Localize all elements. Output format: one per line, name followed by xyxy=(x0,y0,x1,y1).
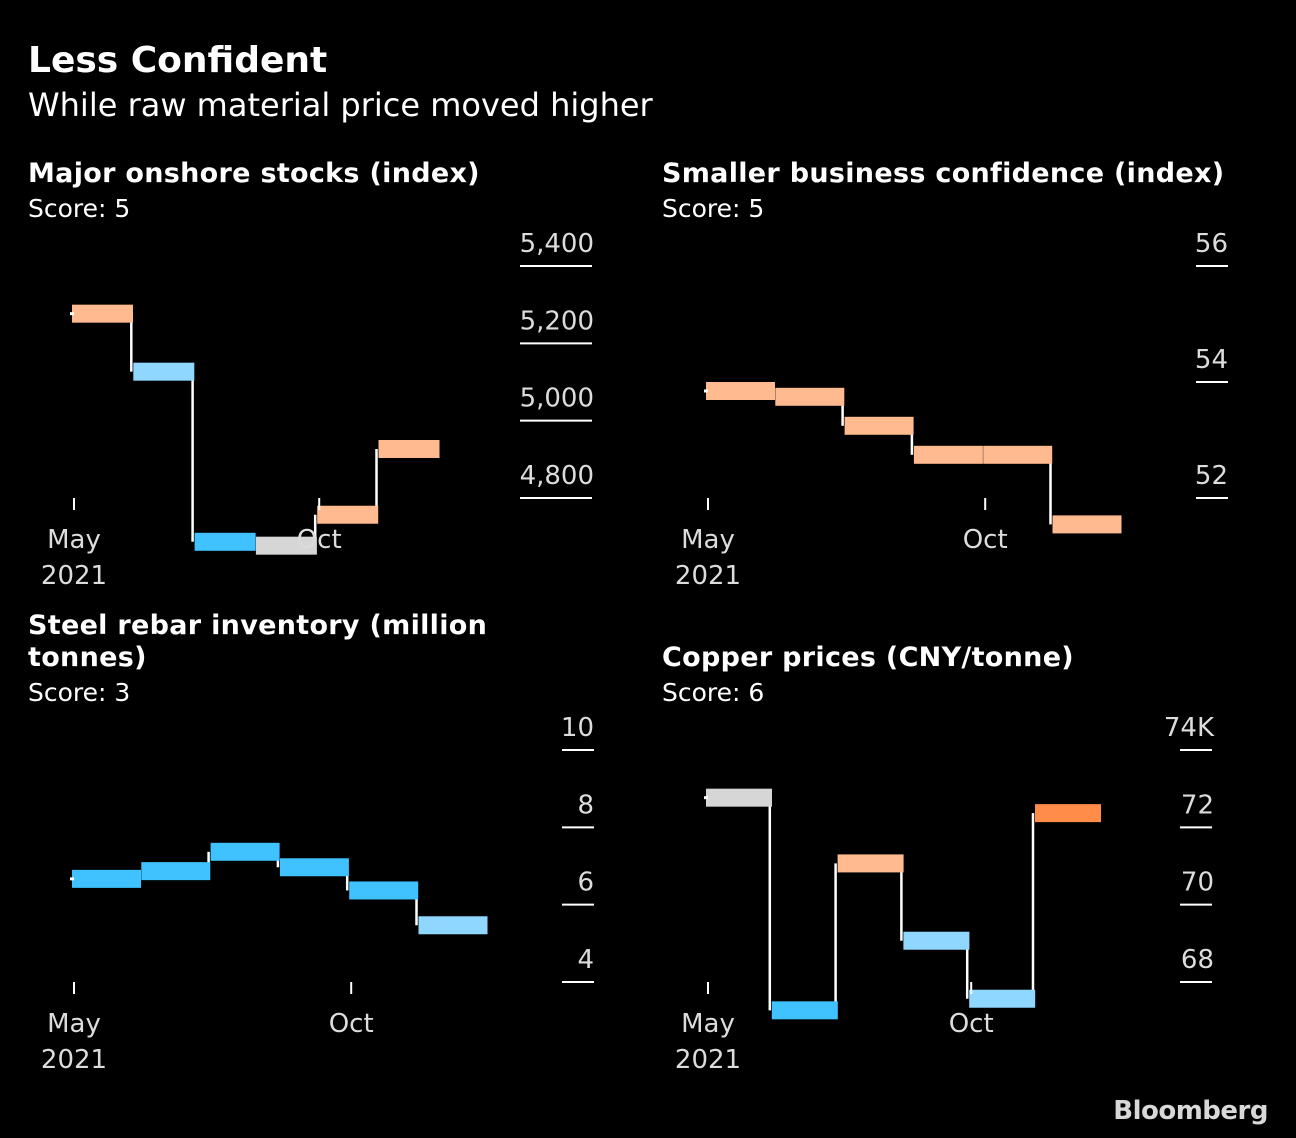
panel-copper: Copper prices (CNY/tonne) Score: 6 74K 72… xyxy=(662,610,1242,1090)
step-bar xyxy=(279,858,349,877)
step-bar xyxy=(141,862,211,881)
step-bar xyxy=(194,532,256,551)
y-tick-label: 10 xyxy=(561,713,594,743)
step-bar xyxy=(983,445,1053,464)
y-tick-label: 70 xyxy=(1181,868,1214,898)
panel-stocks: Major onshore stocks (index) Score: 5 5,… xyxy=(28,158,608,598)
y-tick-label: 52 xyxy=(1195,461,1228,491)
x-tick-label-year: 2021 xyxy=(41,1045,107,1075)
y-tick-label: 72 xyxy=(1181,790,1214,820)
x-tick-label-year: 2021 xyxy=(675,1045,741,1075)
y-tick-label: 4 xyxy=(577,945,594,975)
step-bar xyxy=(903,931,970,950)
y-tick-label: 54 xyxy=(1195,345,1228,375)
step-bar xyxy=(349,881,419,900)
panel-score: Score: 3 xyxy=(28,678,131,707)
chart-stocks: 5,400 5,200 5,000 4,800 May 2021 Oct xyxy=(41,229,594,591)
panel-confidence: Smaller business confidence (index) Scor… xyxy=(662,158,1242,598)
step-bar xyxy=(255,536,317,555)
step-bar xyxy=(969,989,1036,1008)
panel-score: Score: 5 xyxy=(28,194,131,223)
y-tick-label: 5,400 xyxy=(520,229,594,259)
bloomberg-logo: Bloomberg xyxy=(1113,1096,1268,1126)
y-tick-label: 5,000 xyxy=(520,384,594,414)
step-bar xyxy=(837,854,904,873)
x-tick-label: May xyxy=(681,525,735,555)
step-bar xyxy=(72,869,141,888)
panel-score: Score: 6 xyxy=(662,678,765,707)
y-tick-label: 4,800 xyxy=(520,461,594,491)
panel-title: Copper prices (CNY/tonne) xyxy=(662,642,1074,673)
step-bar xyxy=(913,445,983,464)
panel-title: Major onshore stocks (index) xyxy=(28,158,480,189)
step-bar xyxy=(706,382,775,400)
step-bar xyxy=(210,842,280,861)
chart-subtitle: While raw material price moved higher xyxy=(28,86,653,124)
y-tick-label: 8 xyxy=(577,790,594,820)
panel-title-line: tonnes) xyxy=(28,642,147,673)
x-tick-label: Oct xyxy=(949,1009,994,1039)
x-tick-label-year: 2021 xyxy=(675,561,741,591)
step-bar xyxy=(771,1001,838,1020)
x-tick-label: May xyxy=(47,525,101,555)
chart-copper: 74K 72 70 68 May 2021 Oct xyxy=(675,713,1215,1075)
panel-title-line: Steel rebar inventory (million xyxy=(28,610,488,641)
x-tick-label-year: 2021 xyxy=(41,561,107,591)
x-tick-label: Oct xyxy=(329,1009,374,1039)
x-tick-label: Oct xyxy=(963,525,1008,555)
y-tick-label: 56 xyxy=(1195,229,1228,259)
x-tick-label: May xyxy=(47,1009,101,1039)
y-tick-label: 6 xyxy=(577,868,594,898)
step-bar xyxy=(72,304,133,323)
chart-title: Less Confident xyxy=(28,40,328,81)
x-tick-label: May xyxy=(681,1009,735,1039)
y-tick-label: 5,200 xyxy=(520,306,594,336)
chart-rebar: 10 8 6 4 May 2021 Oct xyxy=(41,713,594,1075)
y-tick-label: 74K xyxy=(1164,713,1215,743)
panel-title: Smaller business confidence (index) xyxy=(662,158,1225,189)
panel-title: Steel rebar inventory (million tonnes) xyxy=(28,610,487,674)
step-bar xyxy=(1035,804,1101,823)
panel-rebar: Steel rebar inventory (million tonnes) S… xyxy=(28,610,608,1090)
step-bar xyxy=(317,505,379,524)
step-bar xyxy=(844,416,914,435)
step-bar xyxy=(706,788,772,807)
step-bar xyxy=(1052,515,1122,534)
step-bar xyxy=(418,916,488,935)
step-bar xyxy=(775,387,845,406)
step-bar xyxy=(378,440,440,458)
y-tick-label: 68 xyxy=(1181,945,1214,975)
chart-confidence: 56 54 52 May 2021 Oct xyxy=(675,229,1228,591)
panel-score: Score: 5 xyxy=(662,194,765,223)
x-tick-label: Oct xyxy=(297,525,342,555)
step-bar xyxy=(133,362,195,381)
